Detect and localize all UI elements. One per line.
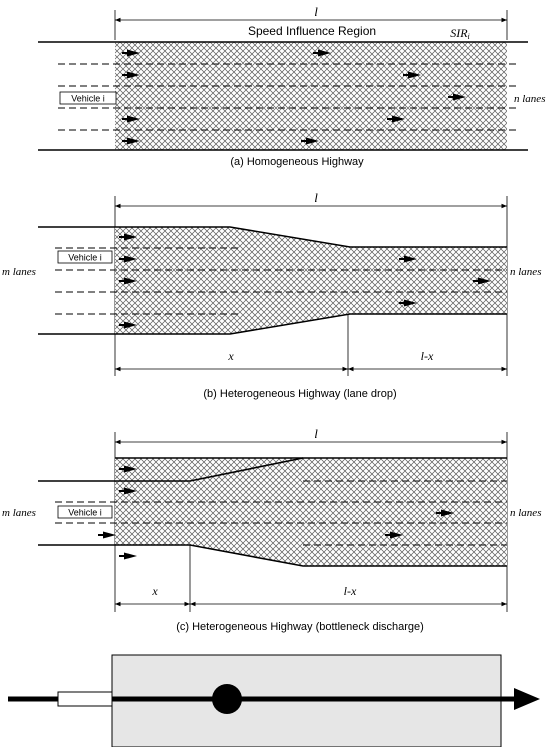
panel-c: l Vehicle i m lanes n lanes x l-x [2,426,541,633]
panel-c-lx-label: l-x [344,584,357,598]
panel-b: l Vehicle i m lanes n lanes x l- [2,190,541,400]
panel-c-right-lanes-label: n lanes [510,507,541,519]
panel-a-length-label: l [314,4,318,19]
panel-b-left-lanes-label: m lanes [2,266,36,278]
vehicle-label-c: Vehicle i [68,508,102,518]
panel-b-lx-label: l-x [421,349,434,363]
vehicle-label-a: Vehicle i [71,94,105,104]
vehicle-schematic [8,654,540,747]
vehicle-box-c [57,505,113,519]
panel-a-caption: (a) Homogeneous Highway [230,156,364,168]
panel-b-length-label: l [314,190,318,205]
panel-b-x-label: x [227,349,234,363]
sir-label: SIRi [450,26,470,41]
schematic-vehicle-box [57,691,113,707]
panel-c-x-label: x [151,584,158,598]
lane-lines-b [55,247,507,315]
panel-b-right-lanes-label: n lanes [510,266,541,278]
vehicle-box-a [59,91,117,105]
panel-a-right-lanes-label: n lanes [514,93,545,105]
vehicle-label-b: Vehicle i [68,253,102,263]
lane-lines-c [55,480,507,546]
speed-influence-region-a [115,42,507,150]
speed-influence-region-b [115,227,507,334]
panel-b-caption: (b) Heterogeneous Highway (lane drop) [203,388,396,400]
panel-c-caption: (c) Heterogeneous Highway (bottleneck di… [176,621,424,633]
panel-a: l Speed Influence Region SIRi Vehicle i … [38,4,545,168]
region-label: Speed Influence Region [248,24,376,38]
schematic-vehicle-dot [212,684,242,714]
speed-influence-region-c [115,458,507,566]
panel-c-length-label: l [314,426,318,441]
schematic-arrowhead [514,688,540,710]
vehicle-box-b [57,250,113,264]
panel-c-left-lanes-label: m lanes [2,507,36,519]
